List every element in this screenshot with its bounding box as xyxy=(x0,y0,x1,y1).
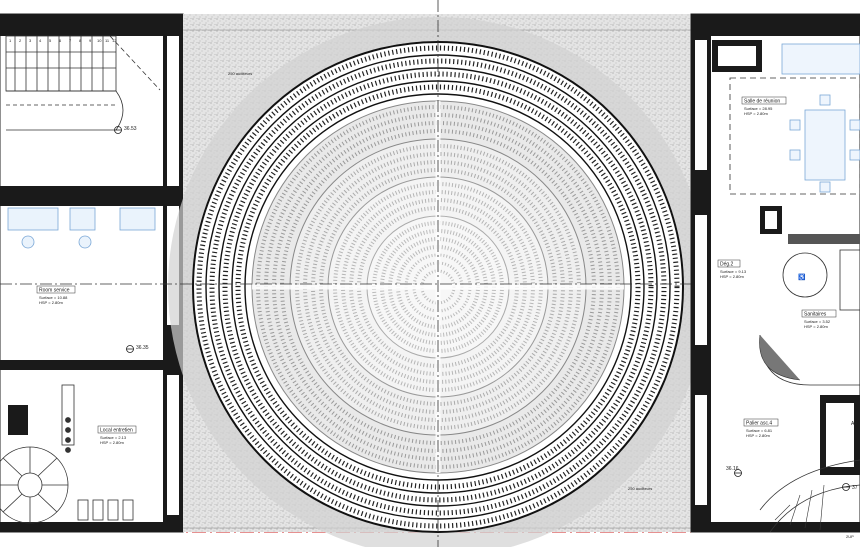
sanitaires-hsp: HSP = 2.80m xyxy=(804,324,828,329)
elevation-marker-4: 37 xyxy=(842,483,858,491)
sanitaires-surface: Surface = 3.52 xyxy=(804,319,831,324)
degagement-name: Dég.2 xyxy=(720,262,734,268)
stair-step-3: 3 xyxy=(29,38,32,43)
local-entretien-name: Local entretien xyxy=(100,428,133,434)
room-service-hsp: HSP = 2.80m xyxy=(39,300,63,305)
corner-note: 2UP xyxy=(846,534,854,539)
room-label-palier: Palier asc.4 Surface = 6.81 HSP = 2.80m xyxy=(743,418,779,438)
salle-reunion-name: Salle de réunion xyxy=(744,99,780,105)
stair-step-12: 12 xyxy=(112,38,117,43)
elevation-marker-3: 36.16 xyxy=(726,466,742,477)
sanitaires-name: Sanitaires xyxy=(804,312,827,318)
left-wing: 1 2 3 4 5 6 7 8 9 10 11 12 xyxy=(0,13,184,533)
room-label-local-entretien: Local entretien Surface = 2.13 HSP = 2.8… xyxy=(97,425,137,445)
local-entretien-surface: Surface = 2.13 xyxy=(100,435,127,440)
stair-step-6: 6 xyxy=(59,38,62,43)
svg-text:36.35: 36.35 xyxy=(136,345,149,351)
degagement-hsp: HSP = 2.80m xyxy=(720,274,744,279)
room-service-surface: Surface = 10.88 xyxy=(39,295,68,300)
palier-name: Palier asc.4 xyxy=(746,421,772,427)
svg-text:37: 37 xyxy=(852,485,858,491)
salle-reunion-hsp: HSP = 2.80m xyxy=(744,111,768,116)
room-label-sanitaires: Sanitaires Surface = 3.52 HSP = 2.80m xyxy=(801,309,837,329)
svg-text:36.53: 36.53 xyxy=(124,126,137,132)
palier-surface: Surface = 6.81 xyxy=(746,428,773,433)
svg-text:36.16: 36.16 xyxy=(726,466,739,472)
room-label-degagement: Dég.2 Surface = 9.13 HSP = 2.80m xyxy=(717,259,747,279)
stair-step-4: 4 xyxy=(39,38,42,43)
stair-step-2: 2 xyxy=(19,38,22,43)
lift-note: As xyxy=(851,421,857,427)
room-service-name: Room service xyxy=(39,288,70,294)
stair-step-11: 11 xyxy=(105,38,110,43)
stair-step-9: 9 xyxy=(89,38,92,43)
room-label-room-service: Room service Surface = 10.88 HSP = 2.80m xyxy=(36,285,76,305)
elevation-marker-2: 36.35 xyxy=(126,345,149,353)
svg-text:♿: ♿ xyxy=(798,273,806,281)
degagement-surface: Surface = 9.13 xyxy=(720,269,747,274)
room-label-salle-reunion: Salle de réunion Surface = 28.95 HSP = 2… xyxy=(741,96,787,116)
seating-note-top: 250 auditeurs xyxy=(228,71,252,76)
stair-step-1: 1 xyxy=(9,38,12,43)
local-entretien-hsp: HSP = 2.80m xyxy=(100,440,124,445)
stair-step-10: 10 xyxy=(97,38,102,43)
seating-note-bottom: 250 auditeurs xyxy=(628,486,652,491)
stair-step-7: 7 xyxy=(69,38,72,43)
stair-step-8: 8 xyxy=(79,38,82,43)
elevation-marker-1: 36.53 xyxy=(114,126,137,134)
palier-hsp: HSP = 2.80m xyxy=(746,433,770,438)
stair-step-5: 5 xyxy=(49,38,52,43)
salle-reunion-surface: Surface = 28.95 xyxy=(744,106,773,111)
right-wing: ♿ xyxy=(690,13,860,533)
